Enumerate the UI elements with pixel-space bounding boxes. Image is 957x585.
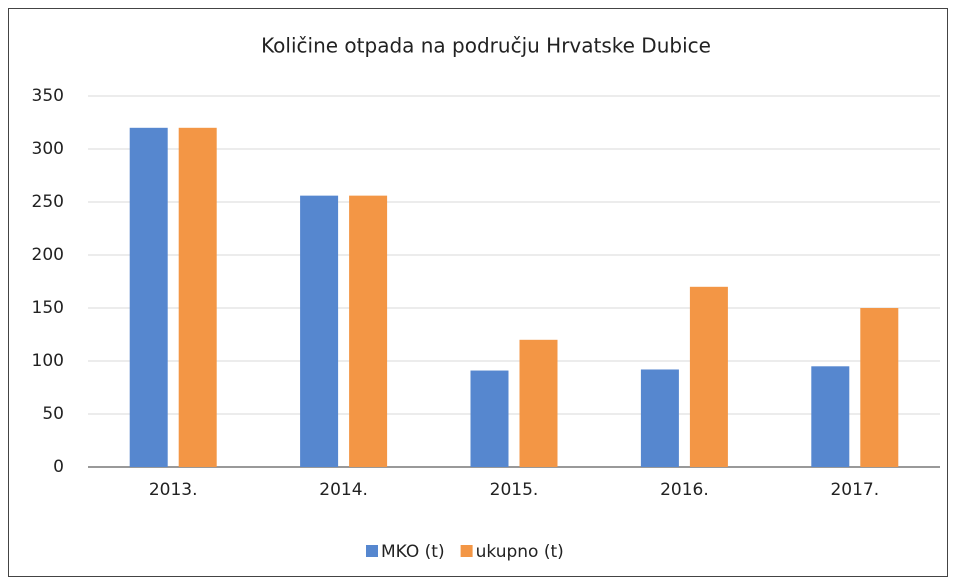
y-tick-label: 50 xyxy=(42,404,64,424)
bar xyxy=(470,370,509,467)
legend-swatch xyxy=(460,545,473,557)
bar xyxy=(519,339,558,467)
y-tick-label: 150 xyxy=(32,298,64,318)
bar xyxy=(178,127,217,468)
x-tick-label: 2016. xyxy=(660,480,709,500)
bar xyxy=(689,286,728,467)
x-tick-label: 2015. xyxy=(490,480,539,500)
y-tick-label: 300 xyxy=(32,139,64,159)
bar xyxy=(640,369,679,467)
y-tick-label: 0 xyxy=(53,457,64,477)
x-tick-label: 2017. xyxy=(830,480,879,500)
legend-label: MKO (t) xyxy=(381,542,445,562)
legend-label: ukupno (t) xyxy=(476,542,564,562)
y-tick-label: 200 xyxy=(32,245,64,265)
x-tick-label: 2014. xyxy=(319,480,368,500)
chart-title: Količine otpada na području Hrvatske Dub… xyxy=(261,34,711,58)
legend-swatch xyxy=(366,545,378,557)
bar xyxy=(300,195,339,467)
bar xyxy=(129,127,168,468)
y-tick-label: 100 xyxy=(32,351,64,371)
bar xyxy=(349,195,388,467)
x-tick-label: 2013. xyxy=(149,480,198,500)
bar xyxy=(811,366,850,467)
y-tick-label: 350 xyxy=(32,86,64,106)
bar xyxy=(860,308,899,467)
y-tick-label: 250 xyxy=(32,192,64,212)
